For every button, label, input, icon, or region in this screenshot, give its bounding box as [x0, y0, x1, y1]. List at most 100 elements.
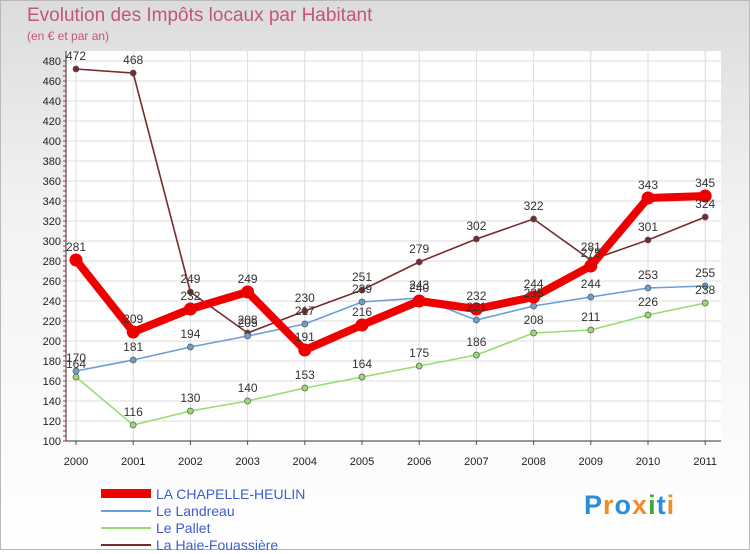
data-point — [301, 384, 309, 392]
data-point — [587, 326, 595, 334]
x-tick-label: 2001 — [121, 456, 145, 468]
legend-swatch-la-chapelle-heulin — [101, 489, 151, 498]
data-point — [530, 329, 537, 337]
data-label: 255 — [695, 266, 715, 280]
x-tick-label: 2003 — [235, 456, 259, 468]
x-tick-label: 2007 — [464, 456, 488, 468]
data-point — [301, 307, 309, 315]
data-label: 244 — [581, 277, 601, 291]
data-label: 208 — [238, 313, 258, 327]
data-point — [187, 288, 194, 296]
data-label: 211 — [581, 310, 600, 324]
data-label: 230 — [295, 291, 315, 305]
x-tick-label: 2004 — [293, 456, 317, 468]
legend-label-le-landreau: Le Landreau — [156, 503, 235, 519]
legend-label-la-chapelle-heulin: LA CHAPELLE-HEULIN — [156, 486, 306, 502]
data-point — [187, 343, 194, 351]
data-point — [587, 293, 595, 301]
y-tick-label: 100 — [43, 436, 61, 448]
data-point — [473, 351, 480, 359]
y-tick-label: 160 — [43, 376, 61, 388]
data-point — [584, 259, 598, 273]
data-label: 324 — [695, 197, 715, 211]
data-label: 240 — [409, 281, 429, 295]
legend-label-la-haie-fouassiere: La Haie-Fouassière — [156, 537, 279, 553]
data-point — [701, 213, 709, 221]
x-tick-label: 2008 — [521, 456, 545, 468]
data-label: 130 — [180, 391, 200, 405]
logo-letter: t — [656, 490, 667, 520]
data-label: 164 — [352, 357, 372, 371]
legend-item-la-haie-fouassiere[interactable]: La Haie-Fouassière — [101, 537, 361, 554]
data-point — [358, 286, 366, 294]
data-label: 140 — [238, 381, 258, 395]
data-point — [530, 302, 537, 310]
data-label: 249 — [238, 272, 258, 286]
data-label: 194 — [180, 327, 200, 341]
y-tick-label: 440 — [43, 96, 61, 108]
data-point — [187, 407, 194, 415]
data-point — [701, 282, 709, 290]
data-point — [244, 397, 251, 405]
data-label: 226 — [638, 295, 658, 309]
y-tick-label: 460 — [43, 76, 61, 88]
data-label: 208 — [524, 313, 544, 327]
x-tick-label: 2005 — [350, 456, 374, 468]
data-point — [698, 189, 712, 203]
data-point — [358, 298, 366, 306]
data-label: 302 — [466, 219, 486, 233]
legend: LA CHAPELLE-HEULIN Le Landreau Le Pallet… — [101, 486, 361, 554]
y-tick-label: 480 — [43, 56, 61, 68]
data-point — [355, 318, 369, 332]
data-label: 249 — [180, 272, 200, 286]
data-label: 221 — [466, 300, 486, 314]
data-label: 164 — [66, 357, 86, 371]
data-label: 468 — [123, 53, 143, 67]
data-point — [527, 290, 541, 304]
y-tick-label: 220 — [43, 316, 61, 328]
y-tick-label: 300 — [43, 236, 61, 248]
data-label: 281 — [66, 240, 86, 254]
data-label: 301 — [638, 220, 658, 234]
data-point — [241, 285, 255, 299]
y-tick-label: 340 — [43, 196, 61, 208]
series-line — [72, 192, 710, 354]
data-label: 244 — [524, 277, 544, 291]
data-point — [644, 236, 652, 244]
data-label: 281 — [581, 240, 601, 254]
data-point — [183, 302, 197, 316]
y-tick-label: 260 — [43, 276, 61, 288]
data-point — [72, 367, 80, 375]
data-point — [415, 258, 423, 266]
y-tick-label: 140 — [43, 396, 61, 408]
logo-letter: P — [584, 490, 604, 520]
data-point — [415, 362, 423, 370]
data-point — [126, 325, 140, 339]
chart-subtitle: (en € et par an) — [27, 29, 110, 43]
y-tick-label: 240 — [43, 296, 61, 308]
data-label: 153 — [295, 368, 315, 382]
data-label: 175 — [409, 346, 429, 360]
data-label: 279 — [409, 242, 429, 256]
data-point — [469, 302, 483, 316]
x-tick-label: 2010 — [636, 456, 660, 468]
y-tick-label: 200 — [43, 336, 61, 348]
data-label: 181 — [123, 340, 143, 354]
data-label: 205 — [238, 316, 258, 330]
x-tick-label: 2009 — [579, 456, 603, 468]
data-label: 343 — [638, 178, 658, 192]
data-label: 232 — [466, 289, 486, 303]
data-point — [129, 356, 137, 364]
legend-item-la-chapelle-heulin[interactable]: LA CHAPELLE-HEULIN — [101, 486, 361, 503]
data-point — [69, 253, 83, 267]
x-tick-label: 2006 — [407, 456, 431, 468]
logo-letter: i — [666, 490, 676, 520]
data-label: 472 — [66, 49, 86, 63]
proxiti-logo: Proxiti — [584, 490, 675, 521]
legend-item-le-pallet[interactable]: Le Pallet — [101, 520, 361, 537]
legend-item-le-landreau[interactable]: Le Landreau — [101, 503, 361, 520]
y-tick-label: 380 — [43, 156, 61, 168]
data-label: 251 — [352, 270, 372, 284]
